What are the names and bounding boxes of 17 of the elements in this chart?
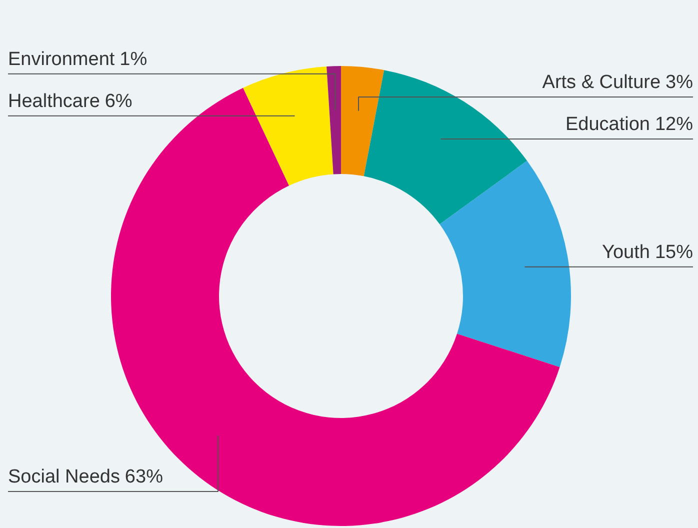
slice-label: Arts & Culture (542, 72, 661, 93)
donut-slice (326, 66, 341, 174)
data-label: 15% (654, 242, 694, 263)
data-label: 1% (120, 48, 148, 70)
data-label: 63% (124, 466, 164, 488)
slice-label: Education (565, 114, 650, 135)
donut-slice (364, 70, 528, 224)
slice-label: Youth (602, 242, 650, 263)
data-label: 3% (666, 72, 694, 93)
donut-slice (243, 66, 334, 186)
data-label: 6% (104, 90, 132, 112)
slice-label: Healthcare (8, 90, 100, 112)
slice-label: Social Needs (8, 466, 120, 488)
data-label: 12% (654, 114, 694, 135)
slice-label: Environment (8, 48, 116, 70)
donut-slice (341, 66, 384, 176)
donut-slice (440, 160, 571, 368)
